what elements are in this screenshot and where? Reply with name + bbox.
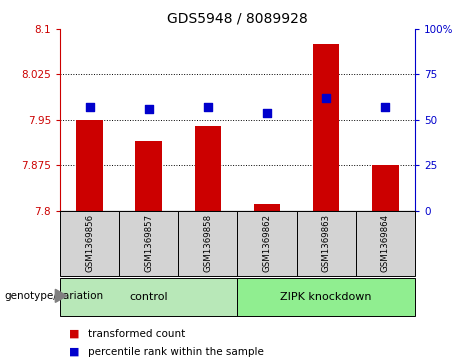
Title: GDS5948 / 8089928: GDS5948 / 8089928 bbox=[167, 11, 308, 25]
Text: ■: ■ bbox=[69, 329, 80, 339]
Point bbox=[263, 110, 271, 115]
Point bbox=[322, 95, 330, 101]
Point bbox=[86, 104, 93, 110]
Text: GSM1369862: GSM1369862 bbox=[262, 214, 272, 272]
Text: control: control bbox=[130, 292, 168, 302]
Text: genotype/variation: genotype/variation bbox=[5, 291, 104, 301]
Bar bbox=[237, 278, 415, 316]
Point bbox=[382, 104, 389, 110]
Bar bbox=[178, 211, 237, 276]
Bar bbox=[313, 44, 339, 211]
Point bbox=[204, 104, 212, 110]
Text: GSM1369856: GSM1369856 bbox=[85, 214, 94, 272]
Bar bbox=[356, 211, 415, 276]
Text: ■: ■ bbox=[69, 347, 80, 357]
Text: transformed count: transformed count bbox=[88, 329, 185, 339]
Bar bbox=[296, 211, 356, 276]
Bar bbox=[76, 120, 103, 211]
Point bbox=[145, 106, 152, 112]
Bar bbox=[60, 278, 237, 316]
Bar bbox=[254, 204, 280, 211]
Text: GSM1369858: GSM1369858 bbox=[203, 214, 213, 272]
Text: GSM1369864: GSM1369864 bbox=[381, 214, 390, 272]
Bar bbox=[237, 211, 296, 276]
Bar bbox=[136, 141, 162, 211]
Text: GSM1369857: GSM1369857 bbox=[144, 214, 153, 272]
Bar bbox=[195, 126, 221, 211]
Bar bbox=[372, 165, 399, 211]
Text: ZIPK knockdown: ZIPK knockdown bbox=[280, 292, 372, 302]
Bar bbox=[119, 211, 178, 276]
Text: GSM1369863: GSM1369863 bbox=[322, 214, 331, 272]
Bar bbox=[60, 211, 119, 276]
Text: percentile rank within the sample: percentile rank within the sample bbox=[88, 347, 264, 357]
